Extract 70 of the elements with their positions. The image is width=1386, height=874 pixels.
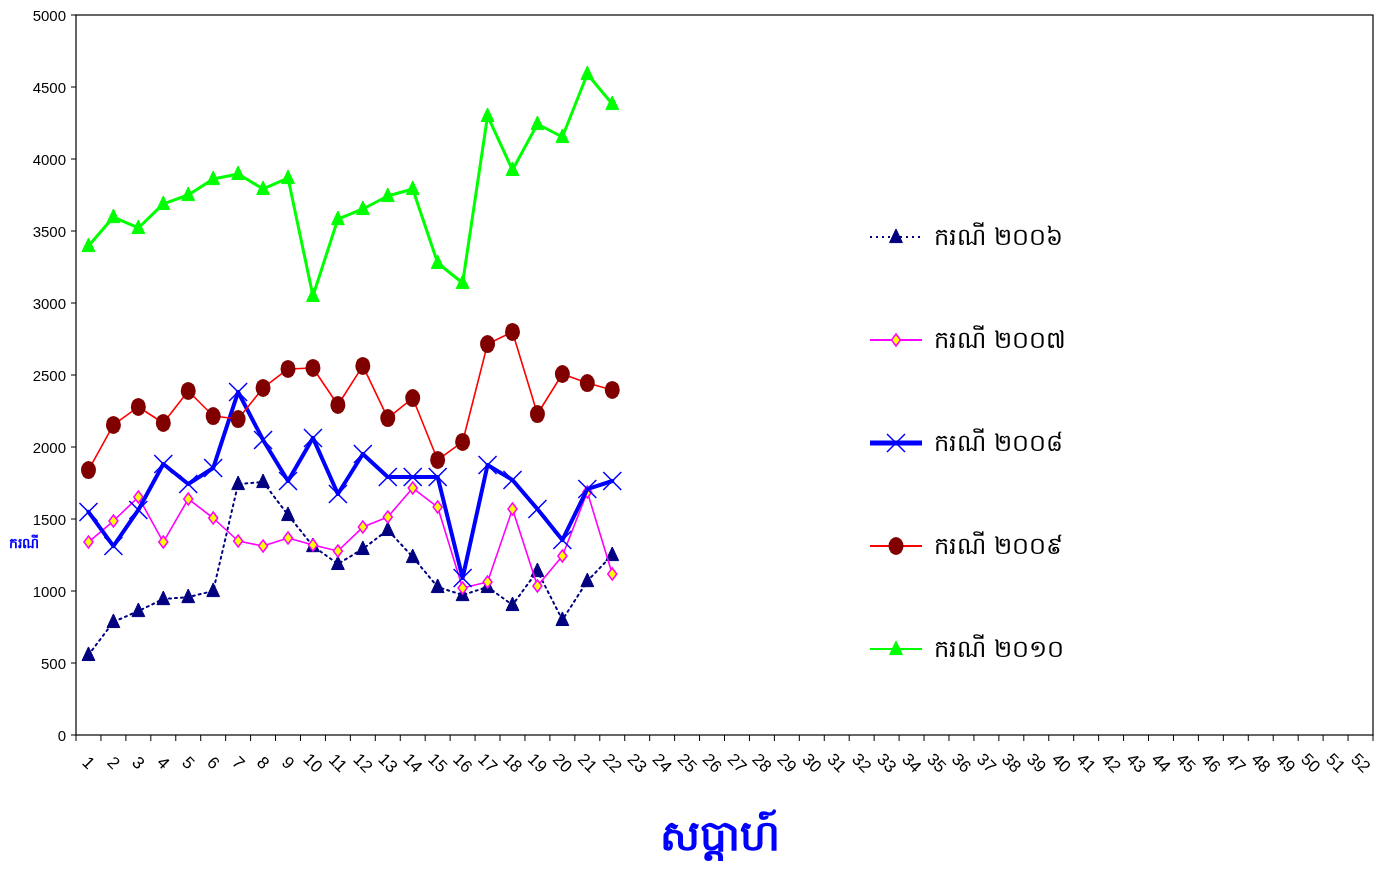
legend-label: ករណី ២០០៩ (934, 531, 1063, 560)
x-tick-label: 44 (1147, 749, 1175, 777)
x-tick-label: 7 (228, 752, 249, 774)
x-tick-label: 19 (524, 749, 551, 777)
x-tick-label: 48 (1247, 749, 1275, 777)
x-tick-label: 34 (898, 749, 925, 777)
y-tick-label: 4000 (32, 150, 66, 168)
x-tick-label: 42 (1097, 749, 1125, 777)
x-tick-label: 27 (723, 749, 751, 777)
x-tick-label: 29 (773, 749, 801, 777)
x-tick-label: 52 (1347, 749, 1374, 777)
x-tick-label: 45 (1172, 749, 1200, 777)
x-tick-label: 13 (374, 749, 402, 777)
y-tick-label: 5000 (32, 6, 66, 24)
y-tick-label: 1000 (32, 582, 66, 600)
x-tick-label: 38 (997, 749, 1025, 777)
y-axis-title: ករណី (9, 534, 39, 551)
x-tick-label: 36 (948, 749, 975, 777)
x-tick-label: 17 (474, 749, 501, 777)
x-tick-label: 10 (299, 749, 327, 777)
x-tick-label: 25 (673, 749, 701, 777)
legend-label: ករណី ២០០៦ (934, 222, 1063, 251)
x-tick-label: 3 (128, 752, 149, 774)
legend-label: ករណី ២០០៧ (934, 325, 1066, 354)
x-tick-label: 32 (848, 749, 876, 777)
x-tick-label: 15 (424, 749, 452, 777)
y-tick-label: 3000 (32, 294, 66, 312)
legend-label: ករណី ២០០៨ (934, 428, 1063, 457)
x-tick-label: 24 (648, 749, 676, 777)
y-tick-label: 4500 (32, 78, 66, 96)
x-tick-label: 18 (499, 749, 526, 777)
x-tick-label: 50 (1297, 749, 1325, 777)
x-tick-label: 35 (923, 749, 950, 777)
x-tick-label: 37 (972, 749, 1000, 777)
x-tick-label: 4 (153, 752, 174, 774)
x-tick-label: 31 (823, 749, 851, 777)
x-tick-label: 30 (798, 749, 826, 777)
y-tick-label: 2500 (32, 366, 66, 384)
x-tick-label: 47 (1222, 749, 1250, 777)
x-tick-label: 21 (573, 749, 601, 777)
x-tick-label: 1 (78, 752, 99, 774)
x-tick-label: 23 (623, 749, 651, 777)
x-tick-label: 2 (103, 752, 124, 774)
x-tick-label: 12 (349, 749, 377, 777)
x-tick-label: 22 (598, 749, 626, 777)
y-tick-label: 1500 (32, 510, 66, 528)
x-tick-label: 33 (873, 749, 901, 777)
legend-label: ករណី ២០១០ (934, 634, 1064, 663)
x-tick-label: 46 (1197, 749, 1225, 777)
y-tick-label: 500 (40, 654, 66, 672)
x-tick-label: 14 (399, 749, 427, 777)
x-tick-label: 20 (548, 749, 576, 777)
y-tick-label: 2000 (32, 438, 66, 456)
x-tick-label: 28 (748, 749, 776, 777)
x-tick-label: 43 (1122, 749, 1150, 777)
x-tick-label: 8 (253, 752, 274, 774)
y-tick-label: 3500 (32, 222, 66, 240)
x-tick-label: 51 (1322, 749, 1349, 777)
x-tick-label: 26 (698, 749, 726, 777)
x-tick-label: 5 (178, 752, 199, 774)
x-tick-label: 11 (324, 750, 351, 776)
x-tick-label: 39 (1022, 749, 1050, 777)
x-tick-label: 41 (1072, 749, 1100, 777)
x-tick-label: 9 (277, 752, 299, 774)
x-tick-label: 6 (203, 752, 224, 774)
x-tick-label: 40 (1047, 749, 1075, 777)
x-axis-title: សប្តាហ៍ (659, 809, 780, 861)
x-tick-label: 49 (1272, 749, 1300, 777)
y-tick-label: 0 (57, 726, 66, 744)
x-tick-label: 16 (449, 749, 477, 777)
